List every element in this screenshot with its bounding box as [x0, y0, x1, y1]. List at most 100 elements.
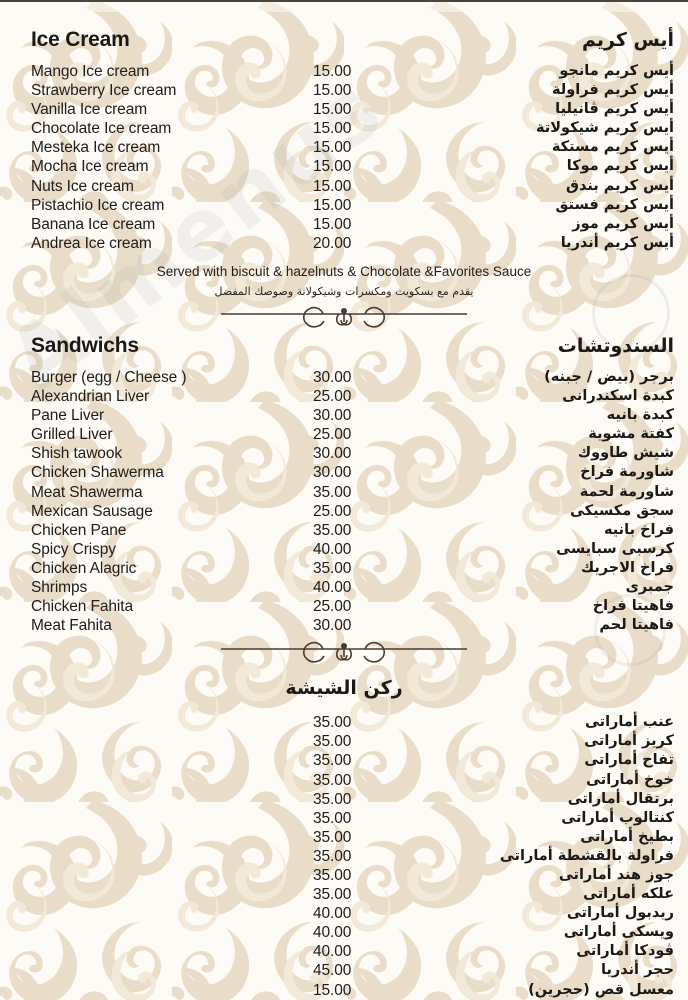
menu-item-name-en: Meat Shawerma: [31, 483, 143, 501]
menu-item-name-en: Meat Fahita: [31, 617, 112, 635]
menu-item-price: 15.00: [313, 196, 352, 214]
menu-item-price: 15.00: [313, 120, 352, 138]
menu-item-row: Banana Ice cream 15.00 أيس كريم موز: [0, 215, 688, 234]
menu-item-row: Pane Liver 30.00 كبدة بانيه: [0, 406, 688, 425]
sandwichs-header: Sandwichs السندوتشات: [0, 334, 688, 368]
menu-item-row: 35.00 برتقال أماراتى: [0, 790, 688, 809]
menu-item-name-ar: شاورمة فراخ: [580, 464, 674, 481]
menu-item-row: 35.00 كنتالوب أماراتى: [0, 809, 688, 828]
menu-item-row: Shrimps 40.00 جمبرى: [0, 578, 688, 597]
menu-item-name-ar: أيس كريم موز: [572, 215, 674, 232]
menu-item-name-en: Burger (egg / Cheese ): [31, 368, 187, 386]
menu-item-name-ar: أيس كريم فراولة: [551, 82, 674, 99]
menu-item-price: 25.00: [313, 598, 352, 616]
menu-item-row: 40.00 ڤودكا أماراتى: [0, 942, 688, 961]
menu-item-price: 40.00: [313, 540, 352, 558]
menu-item-name-en: Alexandrian Liver: [31, 388, 150, 406]
menu-item-name-ar: فاهيتا لحم: [599, 617, 674, 634]
sandwichs-item-list: Burger (egg / Cheese ) 30.00 برجر (بيض / ج…: [0, 368, 688, 635]
menu-item-name-ar: عنب أماراتى: [584, 714, 674, 731]
menu-item-name-en: Mesteka Ice cream: [31, 139, 161, 157]
menu-item-name-en: Pistachio Ice cream: [31, 196, 165, 214]
menu-item-price: 25.00: [313, 426, 352, 444]
menu-item-row: Chicken Fahita 25.00 فاهيتا فراخ: [0, 597, 688, 616]
menu-item-price: 20.00: [313, 234, 352, 252]
menu-item-price: 35.00: [313, 867, 352, 884]
menu-item-name-ar: جمبرى: [625, 578, 674, 595]
menu-item-name-ar: فراخ بانيه: [603, 521, 674, 538]
menu-item-name-en: Chocolate Ice cream: [31, 120, 172, 138]
menu-item-name-ar: فراولة بالقشطة أماراتى: [499, 847, 674, 864]
divider-ornament-2: [221, 642, 467, 663]
menu-item-name-en: Chicken Fahita: [31, 598, 133, 616]
menu-item-name-ar: كفتة مشوية: [588, 426, 674, 443]
menu-item-row: 40.00 ويسكى أماراتى: [0, 923, 688, 942]
menu-item-price: 35.00: [313, 714, 352, 732]
menu-item-name-ar: شيش طاووك: [577, 445, 674, 462]
menu-item-name-ar: برتقال أماراتى: [567, 790, 674, 807]
menu-item-name-en: Grilled Liver: [31, 426, 113, 444]
menu-item-row: Meat Fahita 30.00 فاهيتا لحم: [0, 616, 688, 635]
menu-item-name-ar: أيس كريم ڤانيليا: [555, 101, 674, 118]
menu-item-name-ar: ڤودكا أماراتى: [576, 943, 674, 960]
menu-item-price: 15.00: [313, 63, 352, 80]
menu-item-name-en: Chicken Alagric: [31, 559, 137, 577]
menu-item-row: Strawberry Ice cream 15.00 أيس كريم فراولة: [0, 81, 688, 100]
menu-item-price: 35.00: [313, 809, 352, 827]
section-shisha: ركن الشيشة 35.00 عنب أماراتى 35.00 كريز أما…: [0, 663, 688, 1000]
menu-item-row: 35.00 علكه أماراتى: [0, 885, 688, 904]
menu-item-name-ar: تفاح أماراتى: [584, 752, 674, 769]
menu-item-name-ar: كريز أماراتى: [584, 733, 674, 750]
menu-item-price: 40.00: [313, 924, 352, 942]
menu-item-row: Mesteka Ice cream 15.00 أيس كريم مستكة: [0, 138, 688, 157]
menu-item-name-ar: كبدة اسكندرانى: [562, 388, 674, 405]
menu-item-row: 40.00 ريدبول أماراتى: [0, 904, 688, 923]
menu-item-name-ar: شاورمة لحمة: [579, 483, 674, 500]
menu-item-row: Andrea Ice cream 20.00 أيس كريم أندريا: [0, 234, 688, 253]
menu-item-row: 35.00 خوخ أماراتى: [0, 771, 688, 790]
menu-item-price: 15.00: [313, 158, 352, 176]
menu-item-price: 15.00: [313, 981, 352, 999]
menu-item-name-en: Chicken Shawerma: [31, 464, 164, 482]
menu-item-name-ar: فراخ الاجريك: [580, 559, 674, 576]
ice-cream-title-ar: أيس كريم: [581, 29, 674, 51]
menu-item-name-en: Shrimps: [31, 578, 88, 596]
ice-cream-header: Ice Cream أيس كريم: [0, 28, 688, 62]
menu-item-row: Pistachio Ice cream 15.00 أيس كريم فستق: [0, 196, 688, 215]
menu-item-name-ar: كرسبى سبايسى: [556, 540, 674, 557]
sandwichs-title-en: Sandwichs: [31, 333, 139, 357]
menu-item-name-en: Spicy Crispy: [31, 540, 116, 558]
menu-item-row: 35.00 كريز أماراتى: [0, 732, 688, 751]
menu-item-price: 35.00: [313, 733, 352, 751]
ice-cream-note-ar: يقدم مع بسكويت ومكسرات وشيكولاتة وصوصك ا…: [214, 284, 474, 298]
menu-item-name-en: Pane Liver: [31, 407, 105, 425]
menu-item-name-ar: أيس كريم مستكة: [551, 139, 674, 156]
menu-item-name-ar: فاهيتا فراخ: [592, 598, 674, 615]
menu-item-price: 30.00: [313, 368, 352, 386]
menu-item-price: 35.00: [313, 752, 352, 770]
menu-item-name-ar: أيس كريم موكا: [566, 158, 674, 175]
section-sandwichs: Sandwichs السندوتشات Burger (egg / Chees…: [0, 328, 688, 635]
menu-item-row: Nuts Ice cream 15.00 أيس كريم بندق: [0, 177, 688, 196]
menu-item-name-en: Chicken Pane: [31, 521, 127, 539]
menu-item-price: 35.00: [313, 847, 352, 865]
shisha-item-list: 35.00 عنب أماراتى 35.00 كريز أماراتى 35.00 تف…: [0, 713, 688, 1000]
menu-item-name-en: Strawberry Ice cream: [31, 82, 177, 100]
menu-item-row: Chicken Pane 35.00 فراخ بانيه: [0, 521, 688, 540]
menu-item-price: 35.00: [313, 771, 352, 789]
menu-item-row: Vanilla Ice cream 15.00 أيس كريم ڤانيليا: [0, 100, 688, 119]
menu-item-name-ar: جوز هند أماراتى: [558, 867, 674, 883]
menu-item-price: 40.00: [313, 905, 352, 923]
menu-item-name-ar: خوخ أماراتى: [586, 771, 674, 788]
menu-item-name-ar: ويسكى أماراتى: [563, 924, 674, 941]
menu-item-price: 45.00: [313, 962, 352, 980]
menu-item-name-en: Mango Ice cream: [31, 63, 150, 80]
menu-item-price: 25.00: [313, 388, 352, 406]
ice-cream-item-list: Mango Ice cream 15.00 أيس كريم مانجو Strawb…: [0, 62, 688, 253]
menu-item-name-en: Nuts Ice cream: [31, 177, 134, 195]
menu-item-row: Burger (egg / Cheese ) 30.00 برجر (بيض / ج…: [0, 368, 688, 387]
menu-item-name-ar: أيس كريم مانجو: [559, 63, 674, 79]
menu-item-price: 40.00: [313, 943, 352, 961]
